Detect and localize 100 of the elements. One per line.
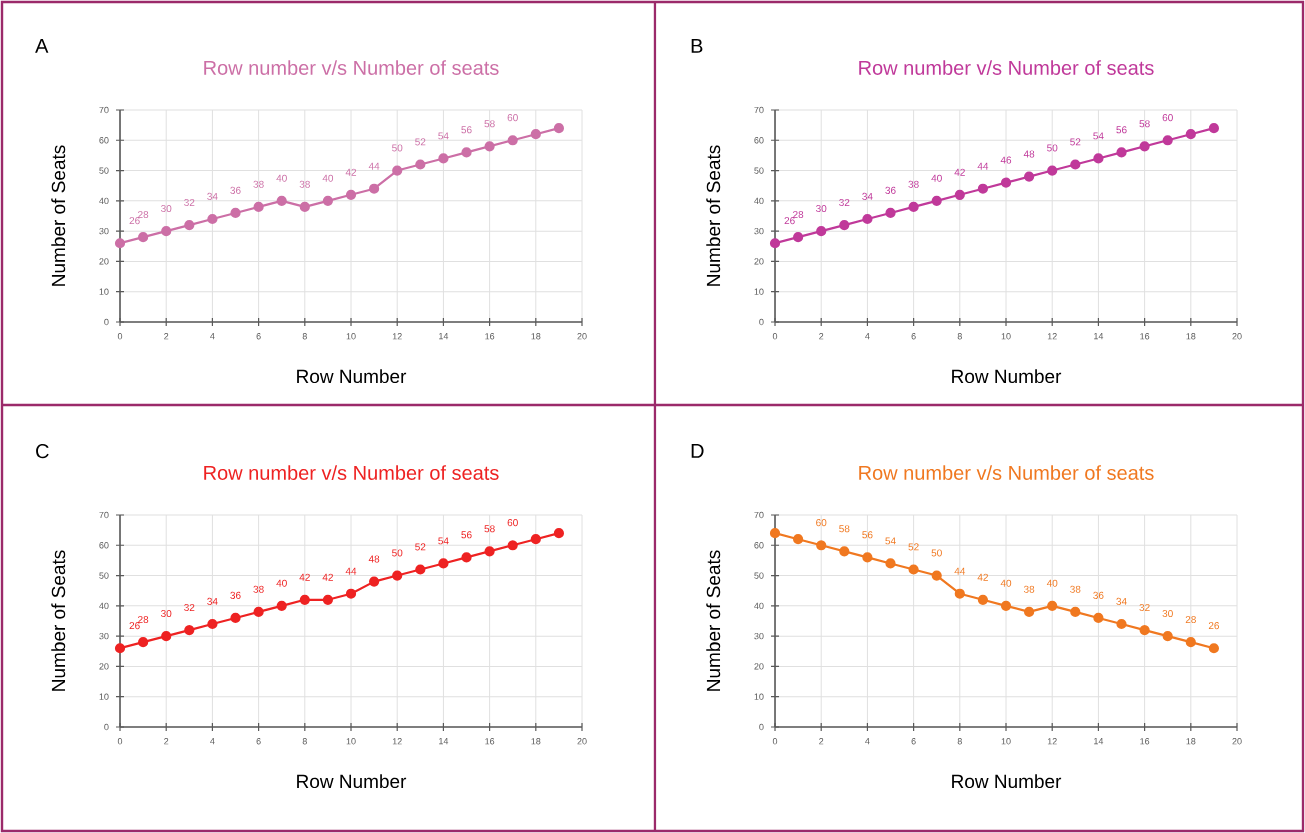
y-tick-label: 60 bbox=[99, 542, 109, 549]
point bbox=[1185, 637, 1196, 648]
data-label: 40 bbox=[276, 579, 287, 587]
point bbox=[1185, 129, 1196, 140]
y-tick-label: 50 bbox=[99, 167, 109, 174]
data-label: 26 bbox=[129, 622, 140, 630]
data-label: 60 bbox=[1162, 114, 1173, 122]
x-tick-label: 6 bbox=[256, 738, 261, 745]
point bbox=[138, 232, 149, 243]
point bbox=[345, 588, 357, 599]
data-label: 46 bbox=[1000, 156, 1012, 164]
y-axis-title: Number of Seats bbox=[706, 550, 721, 691]
y-tick-label: 20 bbox=[754, 663, 764, 670]
point bbox=[322, 594, 334, 605]
data-label: 34 bbox=[207, 597, 218, 605]
point bbox=[1000, 177, 1012, 188]
x-tick-label: 20 bbox=[1232, 333, 1242, 340]
data-label: 40 bbox=[931, 174, 942, 182]
y-tick-label: 10 bbox=[754, 288, 764, 295]
data-label: 54 bbox=[438, 132, 449, 140]
point bbox=[161, 226, 172, 237]
point bbox=[369, 576, 380, 587]
data-label: 30 bbox=[816, 204, 827, 213]
point bbox=[299, 201, 310, 212]
point bbox=[1070, 606, 1081, 617]
data-label: 44 bbox=[954, 567, 966, 575]
data-label: 42 bbox=[322, 573, 333, 581]
x-tick-label: 12 bbox=[1047, 333, 1057, 340]
y-tick-label: 30 bbox=[99, 227, 109, 235]
data-label: 42 bbox=[345, 168, 357, 176]
data-label: 28 bbox=[138, 616, 149, 624]
chart-title: Row number v/s Number of seats bbox=[204, 465, 499, 480]
y-tick-label: 0 bbox=[104, 318, 109, 326]
x-tick-label: 12 bbox=[392, 738, 402, 745]
data-label: 56 bbox=[461, 126, 472, 134]
y-tick-label: 40 bbox=[754, 197, 764, 205]
point bbox=[839, 219, 850, 231]
data-label: 26 bbox=[1208, 622, 1220, 630]
point bbox=[793, 232, 804, 243]
data-label: 38 bbox=[1023, 585, 1035, 593]
x-tick-label: 14 bbox=[439, 738, 449, 745]
y-tick-label: 40 bbox=[99, 197, 109, 205]
point bbox=[1139, 141, 1150, 152]
data-label: 26 bbox=[129, 217, 140, 225]
x-tick-label: 2 bbox=[819, 738, 824, 745]
point bbox=[461, 552, 472, 563]
point bbox=[392, 165, 403, 176]
x-axis-title: Row Number bbox=[297, 369, 407, 384]
x-axis-title: Row Number bbox=[952, 774, 1062, 789]
point bbox=[1093, 153, 1104, 164]
point bbox=[839, 546, 850, 557]
point bbox=[276, 195, 287, 206]
data-label: 38 bbox=[253, 585, 264, 593]
x-tick-label: 10 bbox=[1001, 333, 1011, 340]
point bbox=[885, 207, 896, 219]
data-label: 56 bbox=[461, 531, 472, 539]
data-label: 54 bbox=[885, 537, 896, 545]
point bbox=[954, 588, 965, 599]
x-tick-label: 16 bbox=[485, 738, 495, 745]
data-label: 50 bbox=[1047, 144, 1058, 152]
data-label: 36 bbox=[1093, 591, 1104, 599]
point bbox=[1116, 147, 1127, 158]
point bbox=[322, 195, 334, 206]
data-label: 50 bbox=[931, 549, 942, 557]
x-tick-label: 16 bbox=[1140, 738, 1150, 745]
x-tick-label: 2 bbox=[164, 738, 169, 745]
y-tick-label: 0 bbox=[759, 318, 764, 326]
point bbox=[769, 238, 781, 249]
y-tick-label: 70 bbox=[99, 511, 109, 519]
point bbox=[977, 183, 989, 194]
data-label: 58 bbox=[484, 120, 495, 128]
point bbox=[1139, 624, 1150, 636]
data-label: 52 bbox=[1070, 138, 1081, 146]
y-tick-label: 10 bbox=[754, 693, 764, 700]
y-tick-label: 70 bbox=[754, 511, 764, 519]
y-tick-label: 60 bbox=[99, 137, 109, 144]
point bbox=[484, 141, 495, 152]
data-label: 38 bbox=[908, 180, 919, 188]
data-label: 48 bbox=[1023, 150, 1035, 158]
x-tick-label: 8 bbox=[957, 738, 962, 745]
point bbox=[392, 570, 403, 581]
x-tick-label: 0 bbox=[772, 738, 778, 745]
y-tick-label: 30 bbox=[754, 227, 764, 235]
data-label: 52 bbox=[415, 138, 426, 146]
data-label: 56 bbox=[862, 531, 873, 539]
y-tick-label: 70 bbox=[754, 106, 764, 114]
point bbox=[553, 528, 565, 539]
y-tick-label: 50 bbox=[754, 167, 764, 174]
x-tick-label: 18 bbox=[531, 738, 541, 745]
data-label: 26 bbox=[784, 217, 795, 225]
point bbox=[207, 618, 218, 630]
point bbox=[484, 546, 495, 557]
y-tick-label: 70 bbox=[99, 106, 109, 114]
data-label: 36 bbox=[230, 591, 241, 599]
data-label: 38 bbox=[1070, 585, 1081, 593]
x-tick-label: 6 bbox=[911, 333, 916, 340]
point bbox=[230, 207, 241, 219]
data-label: 36 bbox=[885, 186, 896, 194]
y-axis-title: Number of Seats bbox=[51, 145, 66, 286]
y-tick-label: 50 bbox=[754, 572, 764, 579]
